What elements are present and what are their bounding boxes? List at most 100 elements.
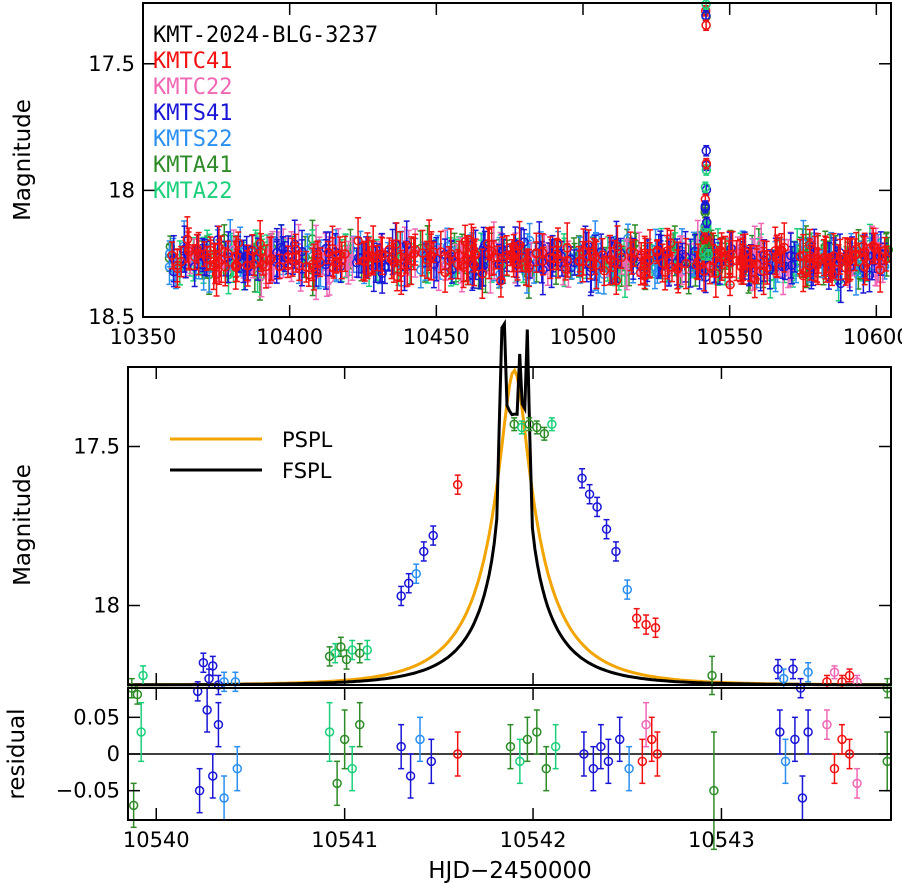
y-tick-label: 18.5 [88,305,135,329]
data-point-kmtc41 [844,670,855,681]
top-point-kmtc41 [489,252,499,263]
top-point-kmtc41 [409,249,419,259]
event-name-title: KMT-2024-BLG-3237 [153,23,378,48]
data-point-kmts41 [396,591,406,601]
residual-point-kmta41 [354,719,365,730]
top-point-kmtc41 [770,246,781,256]
y-tick-label: 18 [93,594,120,618]
top-point-kmtc41 [833,257,844,267]
y-tick-label: −0.05 [56,779,120,803]
y-tick-label: 17.5 [73,435,120,459]
data-point-kmts22 [803,667,813,678]
data-point-kmts22 [411,568,421,579]
residual-point-kmts41 [614,734,625,745]
legend-kmta41: KMTA41 [153,153,232,178]
residual-point-kmts41 [803,727,813,737]
data-point-kmts41 [584,489,595,499]
top-peak-point-kmta22 [701,0,711,9]
residual-point-kmts22 [624,763,634,774]
top-point-kmtc41 [590,252,600,262]
top-point-kmtc41 [851,244,861,254]
legend-pspl-label: PSPL [282,428,333,452]
residual-point-kmts41 [405,771,416,781]
data-point-kmta22 [330,648,340,658]
top-panel-frame [142,2,892,318]
residual-point-kmta22 [550,741,561,752]
top-point-kmtc41 [740,247,751,257]
legend-kmts22: KMTS22 [153,127,232,152]
top-point-kmts22 [524,235,535,246]
top-point-kmtc41 [512,258,523,269]
data-point-kmtc41 [641,619,651,630]
residual-point-kmtc22 [852,778,862,789]
data-point-kmts41 [198,657,209,668]
data-point-kmtc22 [829,667,840,678]
top-point-kmtc41 [691,260,702,270]
top-point-kmtc41 [835,251,845,262]
top-point-kmtc41 [440,267,450,278]
top-point-kmtc41 [612,241,623,252]
top-point-kmtc41 [660,267,670,277]
top-point-kmtc41 [725,280,735,290]
x-axis-title: HJD−2450000 [428,858,592,883]
x-tick-label: 10543 [688,828,755,852]
residual-point-kmts41 [603,756,614,767]
top-point-kmtc41 [705,261,715,272]
data-point-kmts41 [592,502,602,512]
x-tick-label: 10450 [403,325,470,349]
data-point-kmts41 [601,524,612,534]
top-point-kmtc41 [402,260,413,270]
data-point-kmta22 [547,419,557,429]
top-point-kmtc41 [606,254,616,265]
top-point-kmtc41 [795,251,805,262]
data-point-kmta41 [354,648,365,658]
residual-point-kmtc22 [822,719,832,730]
top-point-kmtc41 [812,260,822,270]
residual-point-kmts41 [202,705,212,715]
top-point-kmtc41 [798,270,808,281]
residual-point-kmtc41 [637,756,648,767]
x-tick-label: 10542 [500,828,567,852]
top-point-kmtc41 [362,250,373,261]
residual-point-kmta22 [347,763,357,774]
top-point-kmtc41 [574,256,585,267]
top-point-kmtc41 [231,252,241,262]
residual-point-kmtc41 [829,763,840,774]
residual-point-kmts41 [596,741,606,752]
x-tick-label: 10550 [696,325,763,349]
top-point-kmts41 [278,244,288,254]
top-point-kmtc41 [731,255,742,266]
top-point-kmtc41 [496,276,506,286]
data-point-kmtc41 [631,613,642,623]
top-point-kmtc41 [537,247,548,258]
residual-point-kmts41 [775,727,785,737]
x-tick-label: 10400 [256,325,323,349]
data-point-kmta22 [347,645,357,655]
data-point-kmts41 [428,530,438,541]
top-point-kmts41 [787,260,797,270]
y-tick-label: 0.05 [73,705,120,729]
data-point-kmta41 [532,422,542,433]
top-point-kmtc41 [583,240,594,250]
residual-point-kmts41 [790,734,800,745]
y-tick-label: 0 [107,742,120,766]
x-tick-label: 10350 [110,325,177,349]
residual-point-kmta41 [128,800,139,811]
data-point-kmts41 [788,664,798,674]
top-peak-point-kmts41 [700,201,711,211]
top-point-kmtc41 [428,247,439,258]
residual-point-kmta41 [709,785,719,796]
data-point-kmts41 [611,546,621,557]
top-point-kmtc41 [265,255,275,265]
model-legend: PSPL FSPL [170,428,333,483]
residual-point-kmtc41 [837,734,847,745]
residual-point-kmta41 [339,734,350,745]
x-tick-label: 10600 [843,325,902,349]
top-point-kmtc41 [874,251,884,261]
top-peak-point-kmtc41 [701,158,712,169]
data-point-kmtc41 [452,479,463,490]
data-point-kmts41 [403,578,414,588]
top-panel: 10350 10400 10450 10500 10550 10600 17.5 18 18.5… [10,0,902,349]
residual-point-kmtc41 [652,749,663,759]
top-point-kmtc41 [470,250,481,260]
